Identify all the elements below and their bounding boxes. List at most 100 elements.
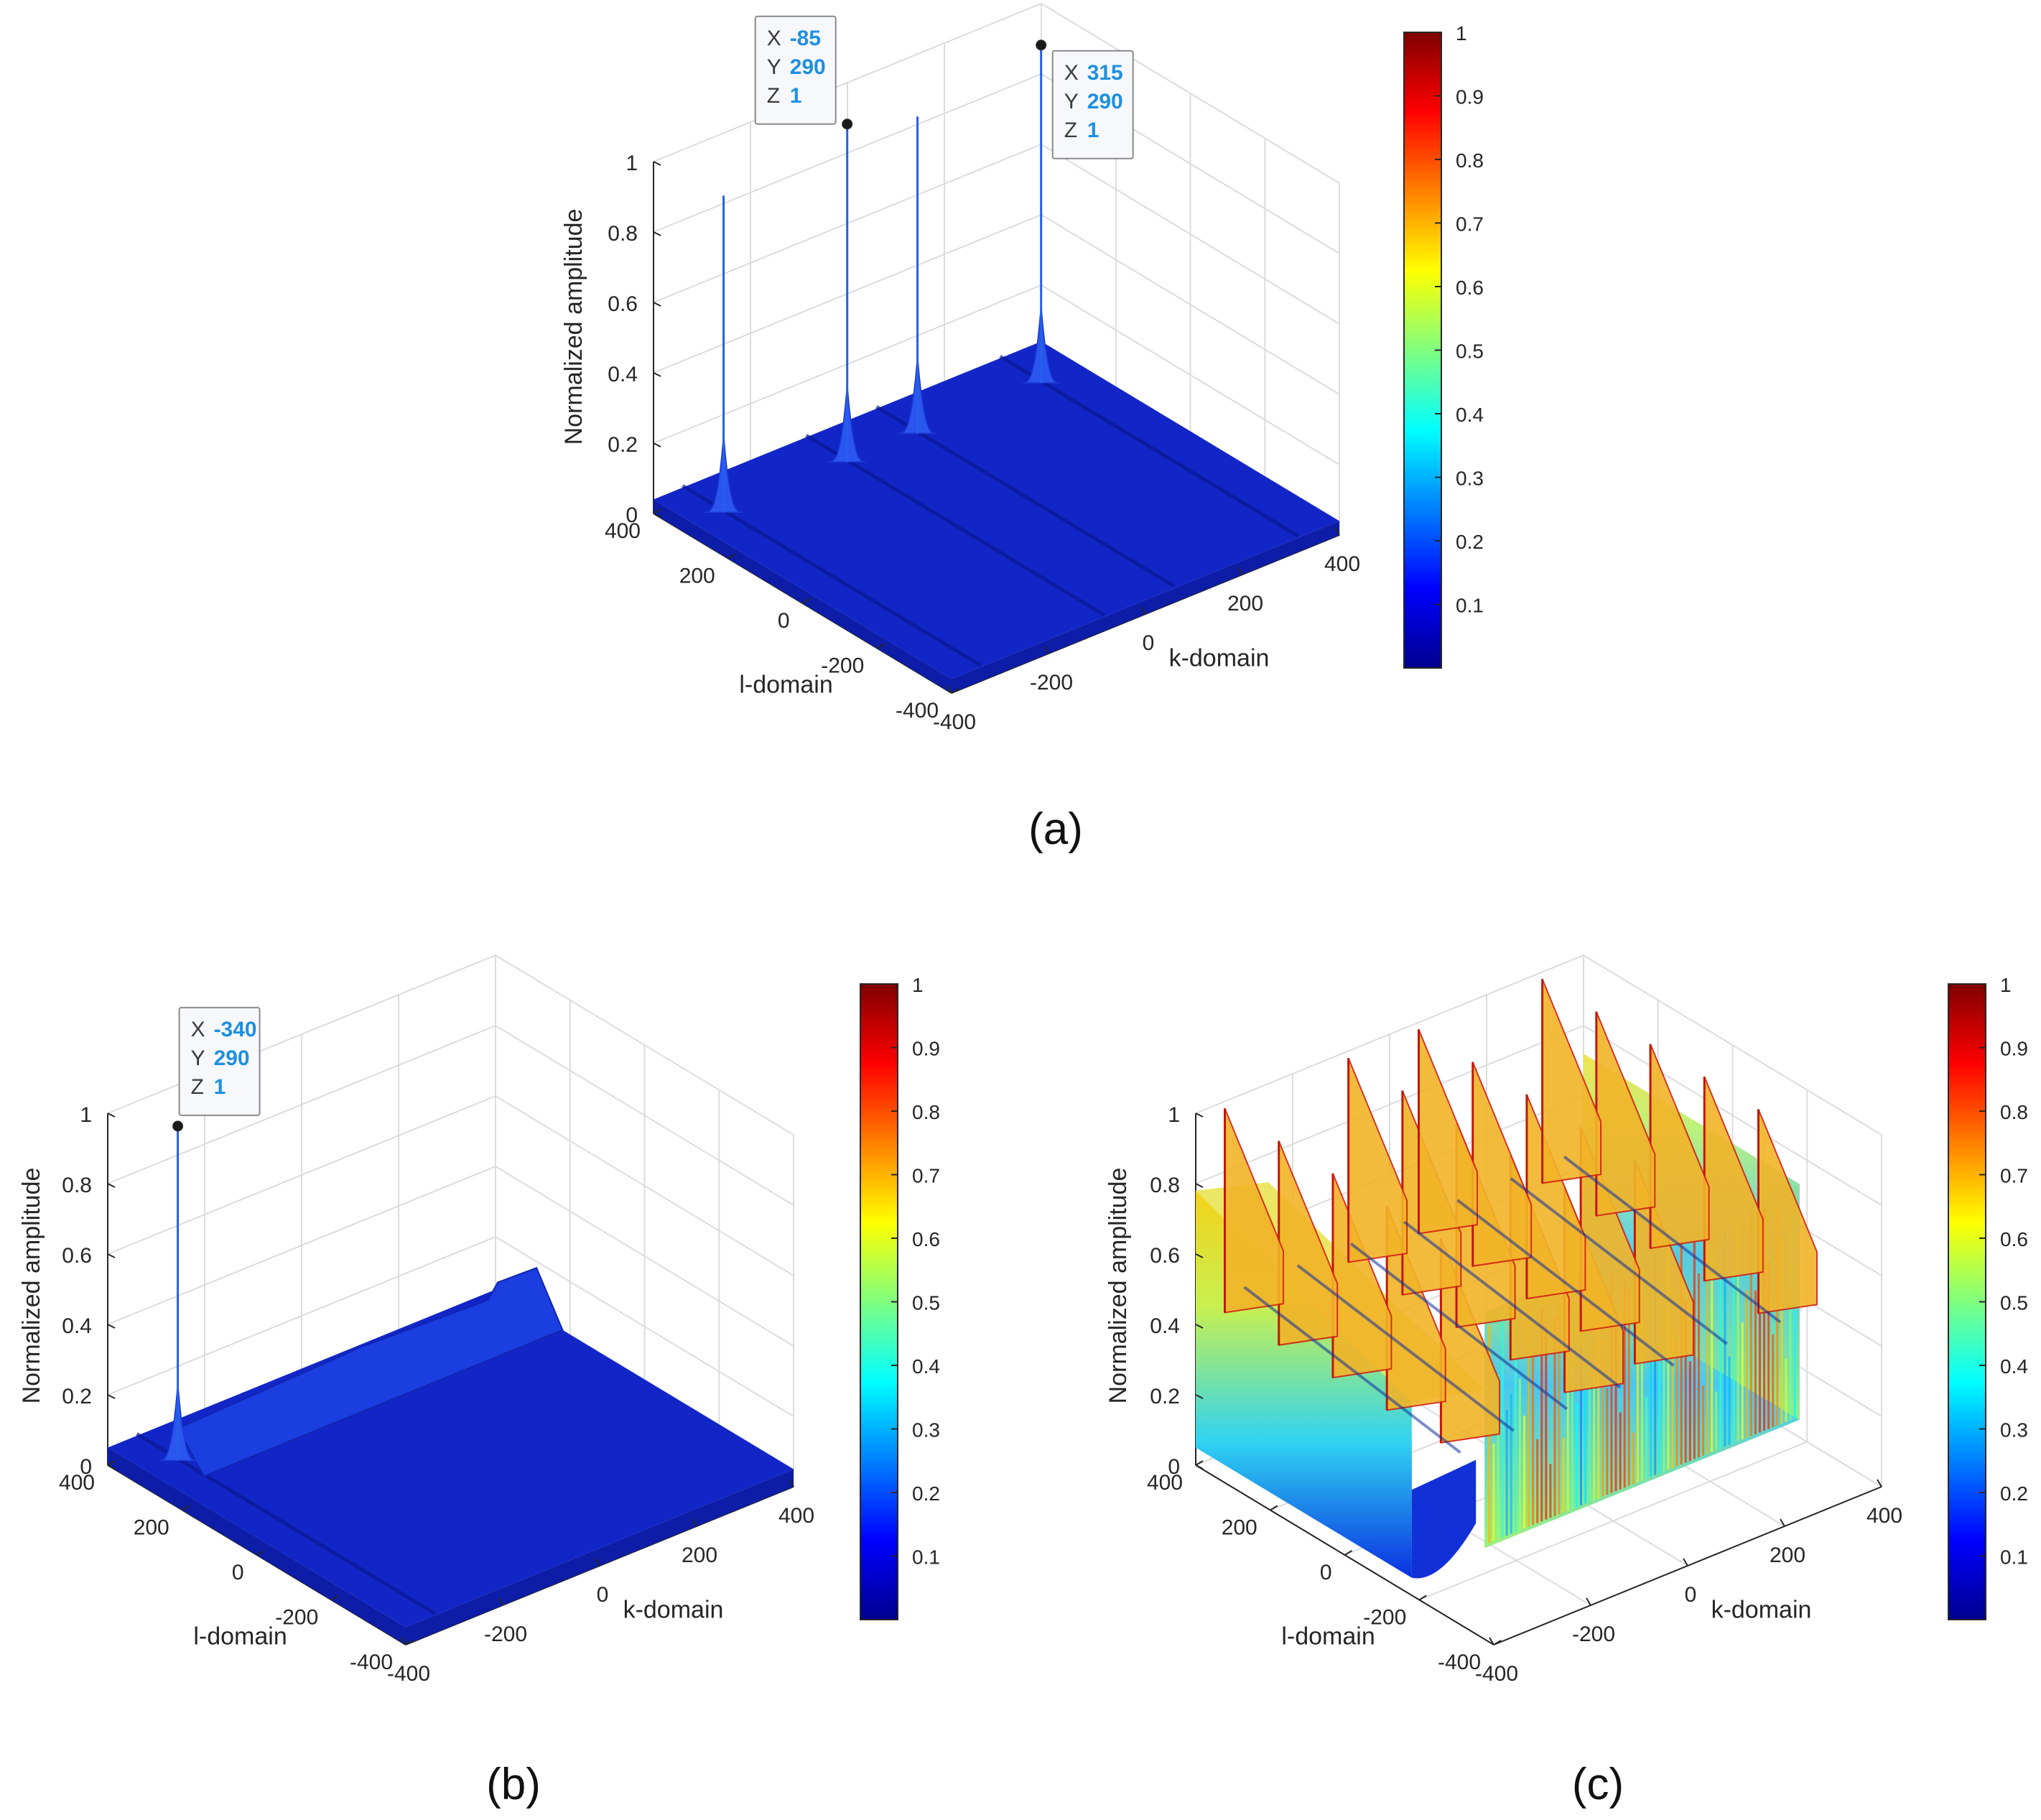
y-tick: [330, 1594, 339, 1601]
z-tick-label: 0.8: [608, 222, 638, 246]
colorbar-tick-label: 0.4: [2000, 1355, 2028, 1378]
panels: 0 0.2 0.4 0.6 0.8 1 -400 -200 0 200 400 -400 -200 0 20…: [18, 2, 2028, 1686]
x-tick-label: 0: [1143, 631, 1155, 655]
y-tick-label: -400: [896, 699, 939, 723]
surface-ridge-face: [1347, 1057, 1408, 1263]
datatip-value: 1: [1087, 119, 1099, 142]
y-tick: [951, 688, 959, 694]
colorbar-tick-label: 0.7: [912, 1165, 940, 1187]
colorbar-tick-label: 0.9: [912, 1038, 940, 1060]
z-tick-label: 0.6: [608, 292, 638, 316]
y-tick-label: 0: [1320, 1561, 1332, 1584]
x-tick-label: -200: [1572, 1622, 1615, 1646]
surface-front-edge: [952, 521, 1339, 693]
y-tick-label: -200: [1363, 1606, 1406, 1630]
surface-ridge: [999, 355, 1299, 538]
z-tick-label: 0: [1168, 1455, 1180, 1479]
z-tick-label: 0: [80, 1455, 92, 1479]
x-tick: [1683, 1558, 1688, 1566]
z-tick-label: 0.2: [608, 433, 638, 457]
datatip-key: Y: [767, 55, 781, 79]
colorbar-tick-label: 1: [1456, 22, 1467, 45]
surface-valley: [1349, 1242, 1568, 1411]
surface-side-edge: [108, 1447, 406, 1645]
z-tick: [1195, 1324, 1204, 1329]
panel-label-c: (c): [1572, 1760, 1624, 1809]
datatip-marker: [842, 119, 853, 130]
z-tick-label: 0.2: [62, 1385, 92, 1408]
colorbar-tick-label: 0.8: [1456, 149, 1484, 172]
colorbar-tick-label: 0.3: [912, 1419, 940, 1441]
z-tick-label: 1: [80, 1103, 92, 1127]
z-tick-label: 1: [1168, 1103, 1180, 1127]
x-tick-label: 200: [1770, 1543, 1805, 1567]
colorbar-tick-label: 1: [2000, 974, 2012, 996]
colorbar-tick-label: 0.1: [912, 1546, 940, 1569]
x-tick: [595, 1558, 600, 1566]
datatip-value: -340: [214, 1018, 257, 1041]
y-tick-label: -400: [1438, 1650, 1481, 1674]
z-tick-label: 0.6: [62, 1244, 92, 1268]
y-tick-label: 0: [232, 1561, 244, 1584]
colorbar-tick-label: 0.3: [1456, 468, 1484, 490]
z-tick: [653, 513, 661, 518]
colorbar-tick-label: 0.9: [1456, 86, 1484, 108]
y-tick-label: 200: [1222, 1516, 1257, 1540]
colorbar-tick-label: 0.4: [912, 1355, 940, 1378]
grid-line-z: [653, 143, 1340, 325]
y-tick: [405, 1640, 414, 1645]
colorbar-tick-label: 0.7: [2000, 1165, 2028, 1187]
datatip-box: [178, 1006, 261, 1116]
x-tick: [1237, 567, 1243, 575]
surface-curl: [1411, 1459, 1477, 1579]
x-tick-label: -200: [1030, 671, 1073, 695]
datatip-value: 1: [214, 1075, 226, 1099]
chart-panel-b: 0 0.2 0.4 0.6 0.8 1 -400 -200 0 200 400 -400 -200 0 20…: [18, 954, 940, 1686]
y-tick: [1195, 1460, 1204, 1466]
y-tick: [1270, 1505, 1278, 1511]
y-tick-label: 400: [605, 519, 641, 543]
x-tick: [401, 1637, 406, 1645]
surface-valley: [1403, 1220, 1622, 1389]
y-tick-label: -400: [350, 1650, 393, 1674]
z-tick-label: 0.8: [1150, 1174, 1180, 1197]
x-tick-label: 400: [1324, 552, 1360, 576]
y-tick-label: 0: [778, 609, 790, 633]
datatip-key: Z: [767, 84, 780, 108]
x-axis-title: k-domain: [623, 1597, 724, 1624]
surface-ridge: [875, 405, 1176, 588]
z-tick-label: 0.4: [608, 363, 638, 386]
colorbar-tick-label: 0.1: [1456, 595, 1484, 617]
colorbar-tick-label: 0.8: [912, 1101, 940, 1123]
x-tick: [1780, 1518, 1785, 1527]
colorbar-tick-label: 0.7: [1456, 213, 1484, 236]
x-tick: [789, 1479, 794, 1487]
x-tick-label: 400: [1866, 1504, 1902, 1528]
x-tick-label: 0: [1685, 1583, 1697, 1607]
colorbar-tick-label: 0.6: [912, 1228, 940, 1250]
colorbar-tick-label: 0.2: [1456, 531, 1484, 553]
z-tick: [107, 1253, 116, 1258]
z-tick: [107, 1183, 116, 1188]
surface-ridge: [805, 434, 1105, 617]
colorbar-tick-label: 0.6: [2000, 1228, 2028, 1250]
z-tick-label: 0.2: [1150, 1385, 1180, 1408]
x-tick-label: -400: [387, 1662, 430, 1686]
x-tick-label: 0: [597, 1583, 609, 1607]
y-tick: [1344, 1550, 1353, 1556]
y-tick-label: 200: [679, 565, 715, 588]
z-tick: [653, 231, 661, 236]
surface-side-edge: [654, 499, 952, 693]
x-tick: [692, 1518, 697, 1527]
z-tick-label: 0: [626, 503, 638, 527]
y-tick-label: -200: [821, 654, 864, 678]
y-tick: [653, 509, 661, 514]
x-tick: [1877, 1479, 1882, 1487]
datatip-key: X: [1064, 61, 1079, 85]
surface-ridge-face: [1418, 1029, 1478, 1235]
x-tick: [1489, 1637, 1494, 1645]
colorbar-tick-label: 0.3: [2000, 1419, 2028, 1441]
surface-valley: [1563, 1155, 1782, 1324]
x-tick-label: -200: [484, 1622, 527, 1646]
colorbar-tick-label: 0.5: [1456, 340, 1484, 363]
